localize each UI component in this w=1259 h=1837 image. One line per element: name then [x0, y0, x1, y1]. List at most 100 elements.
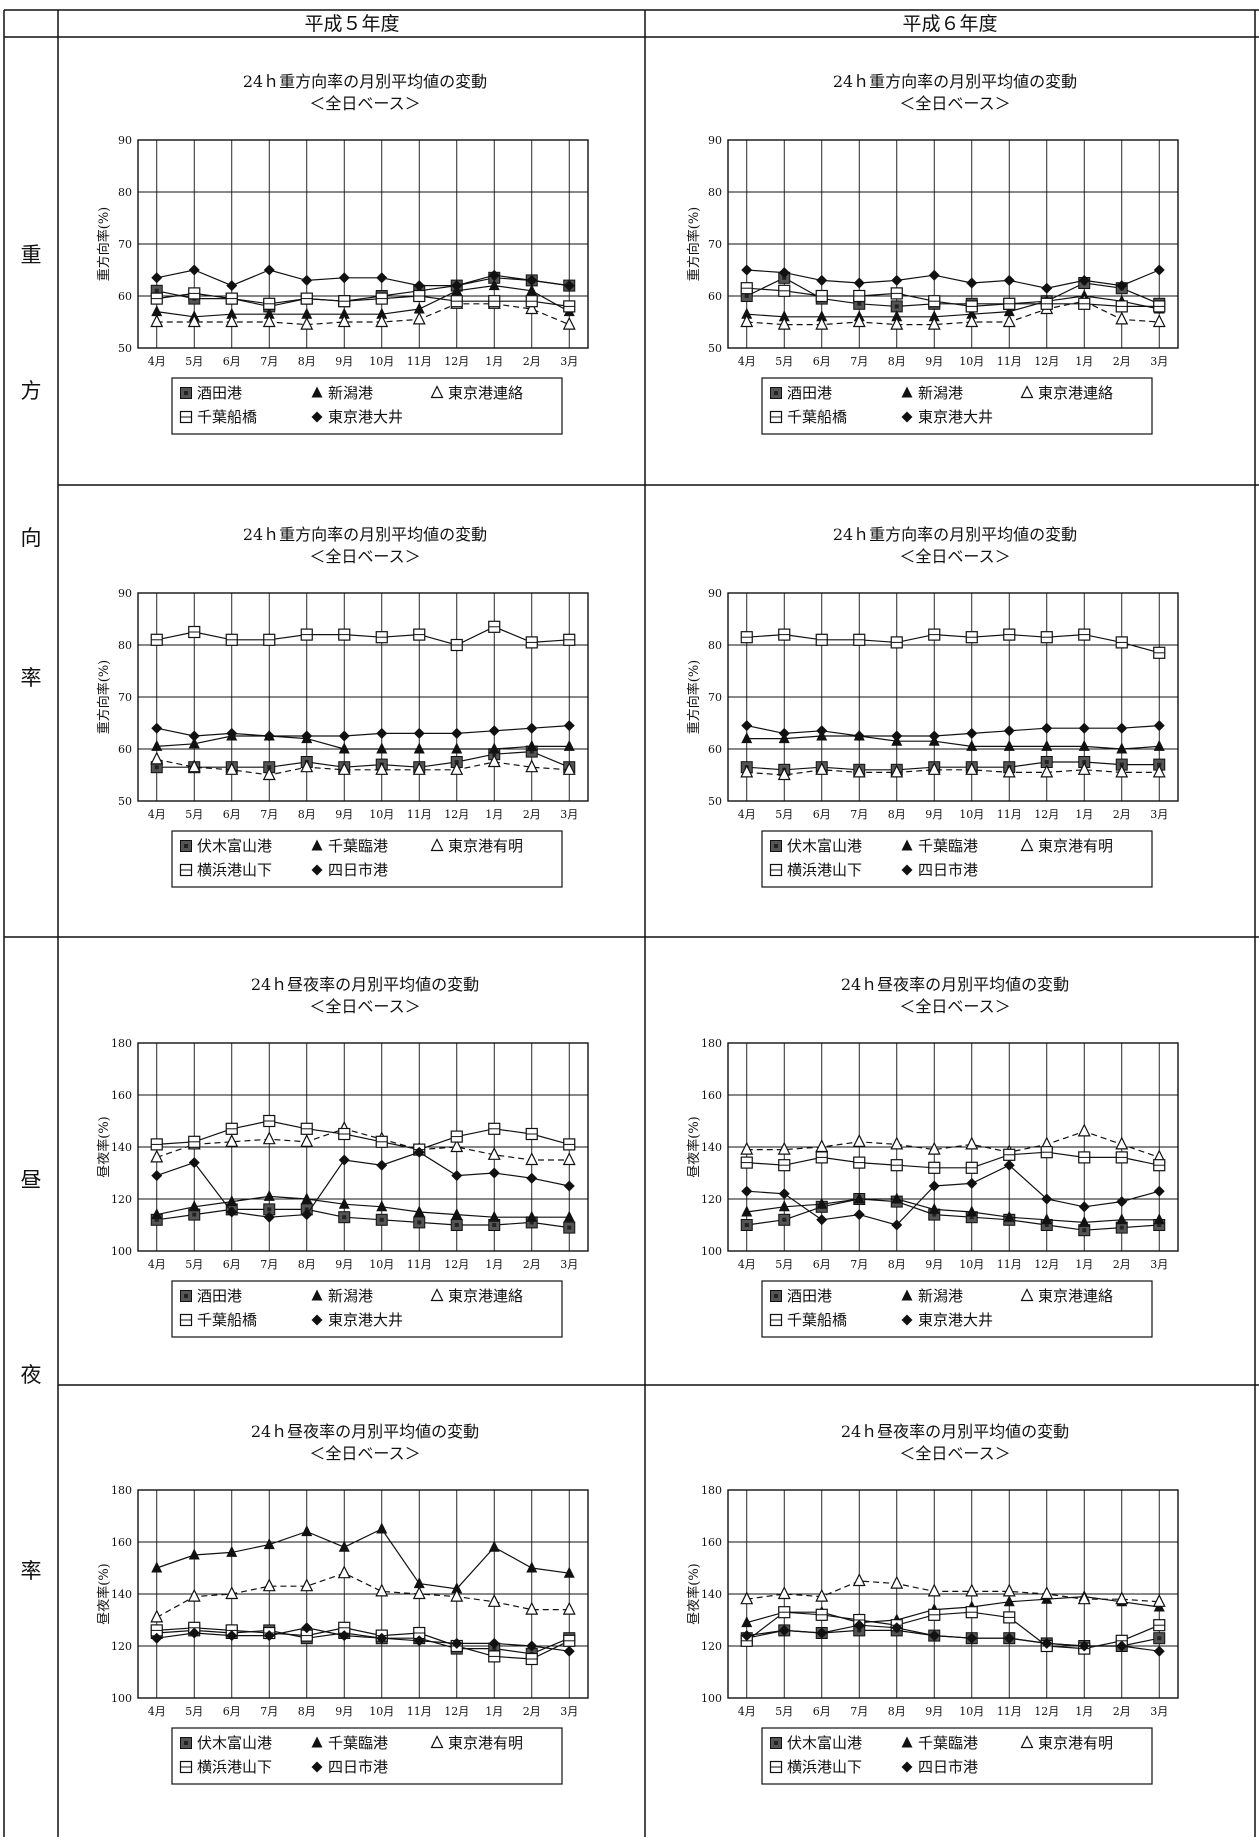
series-line — [156, 1208, 570, 1229]
data-point-marker — [526, 739, 538, 751]
data-point-marker — [451, 1170, 463, 1182]
data-point-marker — [778, 1188, 790, 1200]
series-line — [746, 1198, 1160, 1231]
x-tick-label: 3月 — [560, 1258, 578, 1271]
series-東京港有明 — [740, 1573, 1166, 1607]
data-point-marker — [301, 307, 313, 319]
y-tick-label: 100 — [111, 1692, 132, 1705]
series-千葉臨港 — [151, 1522, 575, 1594]
data-point-marker — [1153, 739, 1165, 751]
legend-label: 新潟港 — [918, 1287, 963, 1305]
data-point-marker — [226, 727, 238, 739]
data-point-marker — [430, 1735, 444, 1749]
data-point-marker — [562, 316, 576, 330]
x-tick-label: 10月 — [369, 1258, 394, 1271]
data-point-marker — [413, 1577, 425, 1589]
data-point-marker-core — [774, 1741, 778, 1745]
x-tick-label: 3月 — [560, 1705, 578, 1718]
data-point-marker — [901, 1314, 913, 1326]
data-point-marker — [451, 742, 463, 754]
y-axis-label: 重方向率(%) — [96, 207, 112, 282]
data-point-marker — [815, 1588, 829, 1602]
x-tick-label: 6月 — [813, 1258, 831, 1271]
data-point-marker — [263, 264, 275, 276]
legend-item: 東京港連絡 — [430, 1287, 523, 1305]
data-point-marker-core — [154, 1217, 159, 1222]
data-point-marker-core — [184, 1294, 188, 1298]
data-point-marker — [263, 307, 275, 319]
legend-item: 東京港大井 — [901, 1311, 993, 1329]
data-point-marker — [263, 1538, 275, 1550]
chart-title: 24ｈ昼夜率の月別平均値の変動 — [251, 975, 479, 994]
data-point-marker — [1003, 1159, 1015, 1171]
x-tick-label: 9月 — [925, 355, 943, 368]
legend-label: 千葉臨港 — [918, 837, 978, 855]
x-tick-label: 5月 — [775, 355, 793, 368]
data-point-marker — [1116, 742, 1128, 754]
series-line — [746, 1164, 1160, 1226]
data-point-marker — [338, 1540, 350, 1552]
series-line — [156, 284, 570, 318]
data-point-marker — [525, 301, 539, 315]
data-point-marker — [816, 274, 828, 286]
data-point-marker — [430, 1288, 444, 1302]
y-tick-label: 160 — [701, 1089, 722, 1102]
legend-box — [761, 1280, 1153, 1338]
series-新潟港 — [151, 279, 575, 322]
data-point-marker-core — [1044, 760, 1049, 764]
legend-label: 東京港連絡 — [1038, 1287, 1113, 1305]
data-point-marker — [852, 764, 866, 778]
data-point-marker-core — [744, 294, 749, 298]
x-tick-label: 3月 — [1150, 1258, 1168, 1271]
data-point-marker — [525, 759, 539, 773]
data-point-marker — [151, 1170, 163, 1182]
legend-label: 東京港大井 — [918, 408, 993, 426]
series-四日市港 — [741, 720, 1165, 742]
series-伏木富山港 — [740, 1624, 1166, 1652]
data-point-marker — [151, 1208, 163, 1220]
series-line — [156, 1528, 570, 1590]
y-tick-label: 160 — [111, 1089, 132, 1102]
y-tick-label: 160 — [111, 1536, 132, 1549]
data-point-marker — [966, 739, 978, 751]
data-point-marker — [488, 1637, 500, 1649]
row-label-char: 夜 — [21, 1363, 42, 1387]
data-point-marker — [1153, 1645, 1165, 1657]
data-point-marker — [928, 269, 940, 281]
x-tick-label: 7月 — [260, 808, 278, 821]
plot-frame — [727, 1489, 1179, 1699]
data-point-marker — [927, 761, 941, 775]
y-tick-label: 70 — [118, 238, 132, 251]
legend-item: 酒田港 — [770, 1287, 832, 1305]
x-tick-label: 4月 — [148, 808, 166, 821]
data-point-marker — [300, 316, 314, 330]
x-tick-label: 8月 — [888, 1705, 906, 1718]
data-point-marker — [1077, 1591, 1091, 1605]
chart-panel: 24ｈ重方向率の月別平均値の変動 ＜全日ベース＞ 50 60 70 80 90 4月 5月 6月 7… — [96, 525, 589, 888]
data-point-marker — [262, 767, 276, 781]
data-point-marker — [412, 1586, 426, 1600]
data-point-marker — [741, 1185, 753, 1197]
data-point-marker — [412, 761, 426, 775]
data-point-marker — [188, 1200, 200, 1212]
series-line — [746, 1629, 1160, 1647]
data-point-marker — [375, 1583, 389, 1597]
data-point-marker — [740, 1141, 754, 1155]
data-point-marker — [1003, 725, 1015, 737]
x-tick-label: 4月 — [148, 1705, 166, 1718]
data-point-marker — [487, 1593, 501, 1607]
legend-item: 千葉臨港 — [901, 1734, 978, 1752]
data-point-marker — [311, 1314, 323, 1326]
series-東京港大井 — [741, 264, 1165, 294]
data-point-marker — [301, 730, 313, 742]
data-point-marker — [966, 727, 978, 739]
data-point-marker — [563, 1210, 575, 1222]
data-point-marker-core — [969, 1215, 974, 1220]
chart-title: 24ｈ重方向率の月別平均値の変動 — [833, 72, 1077, 91]
data-point-marker-core — [342, 1215, 347, 1220]
data-point-marker — [777, 316, 791, 330]
data-point-marker — [1041, 722, 1053, 734]
data-point-marker — [1115, 764, 1129, 778]
data-point-marker — [487, 1146, 501, 1160]
data-point-marker — [262, 1131, 276, 1145]
